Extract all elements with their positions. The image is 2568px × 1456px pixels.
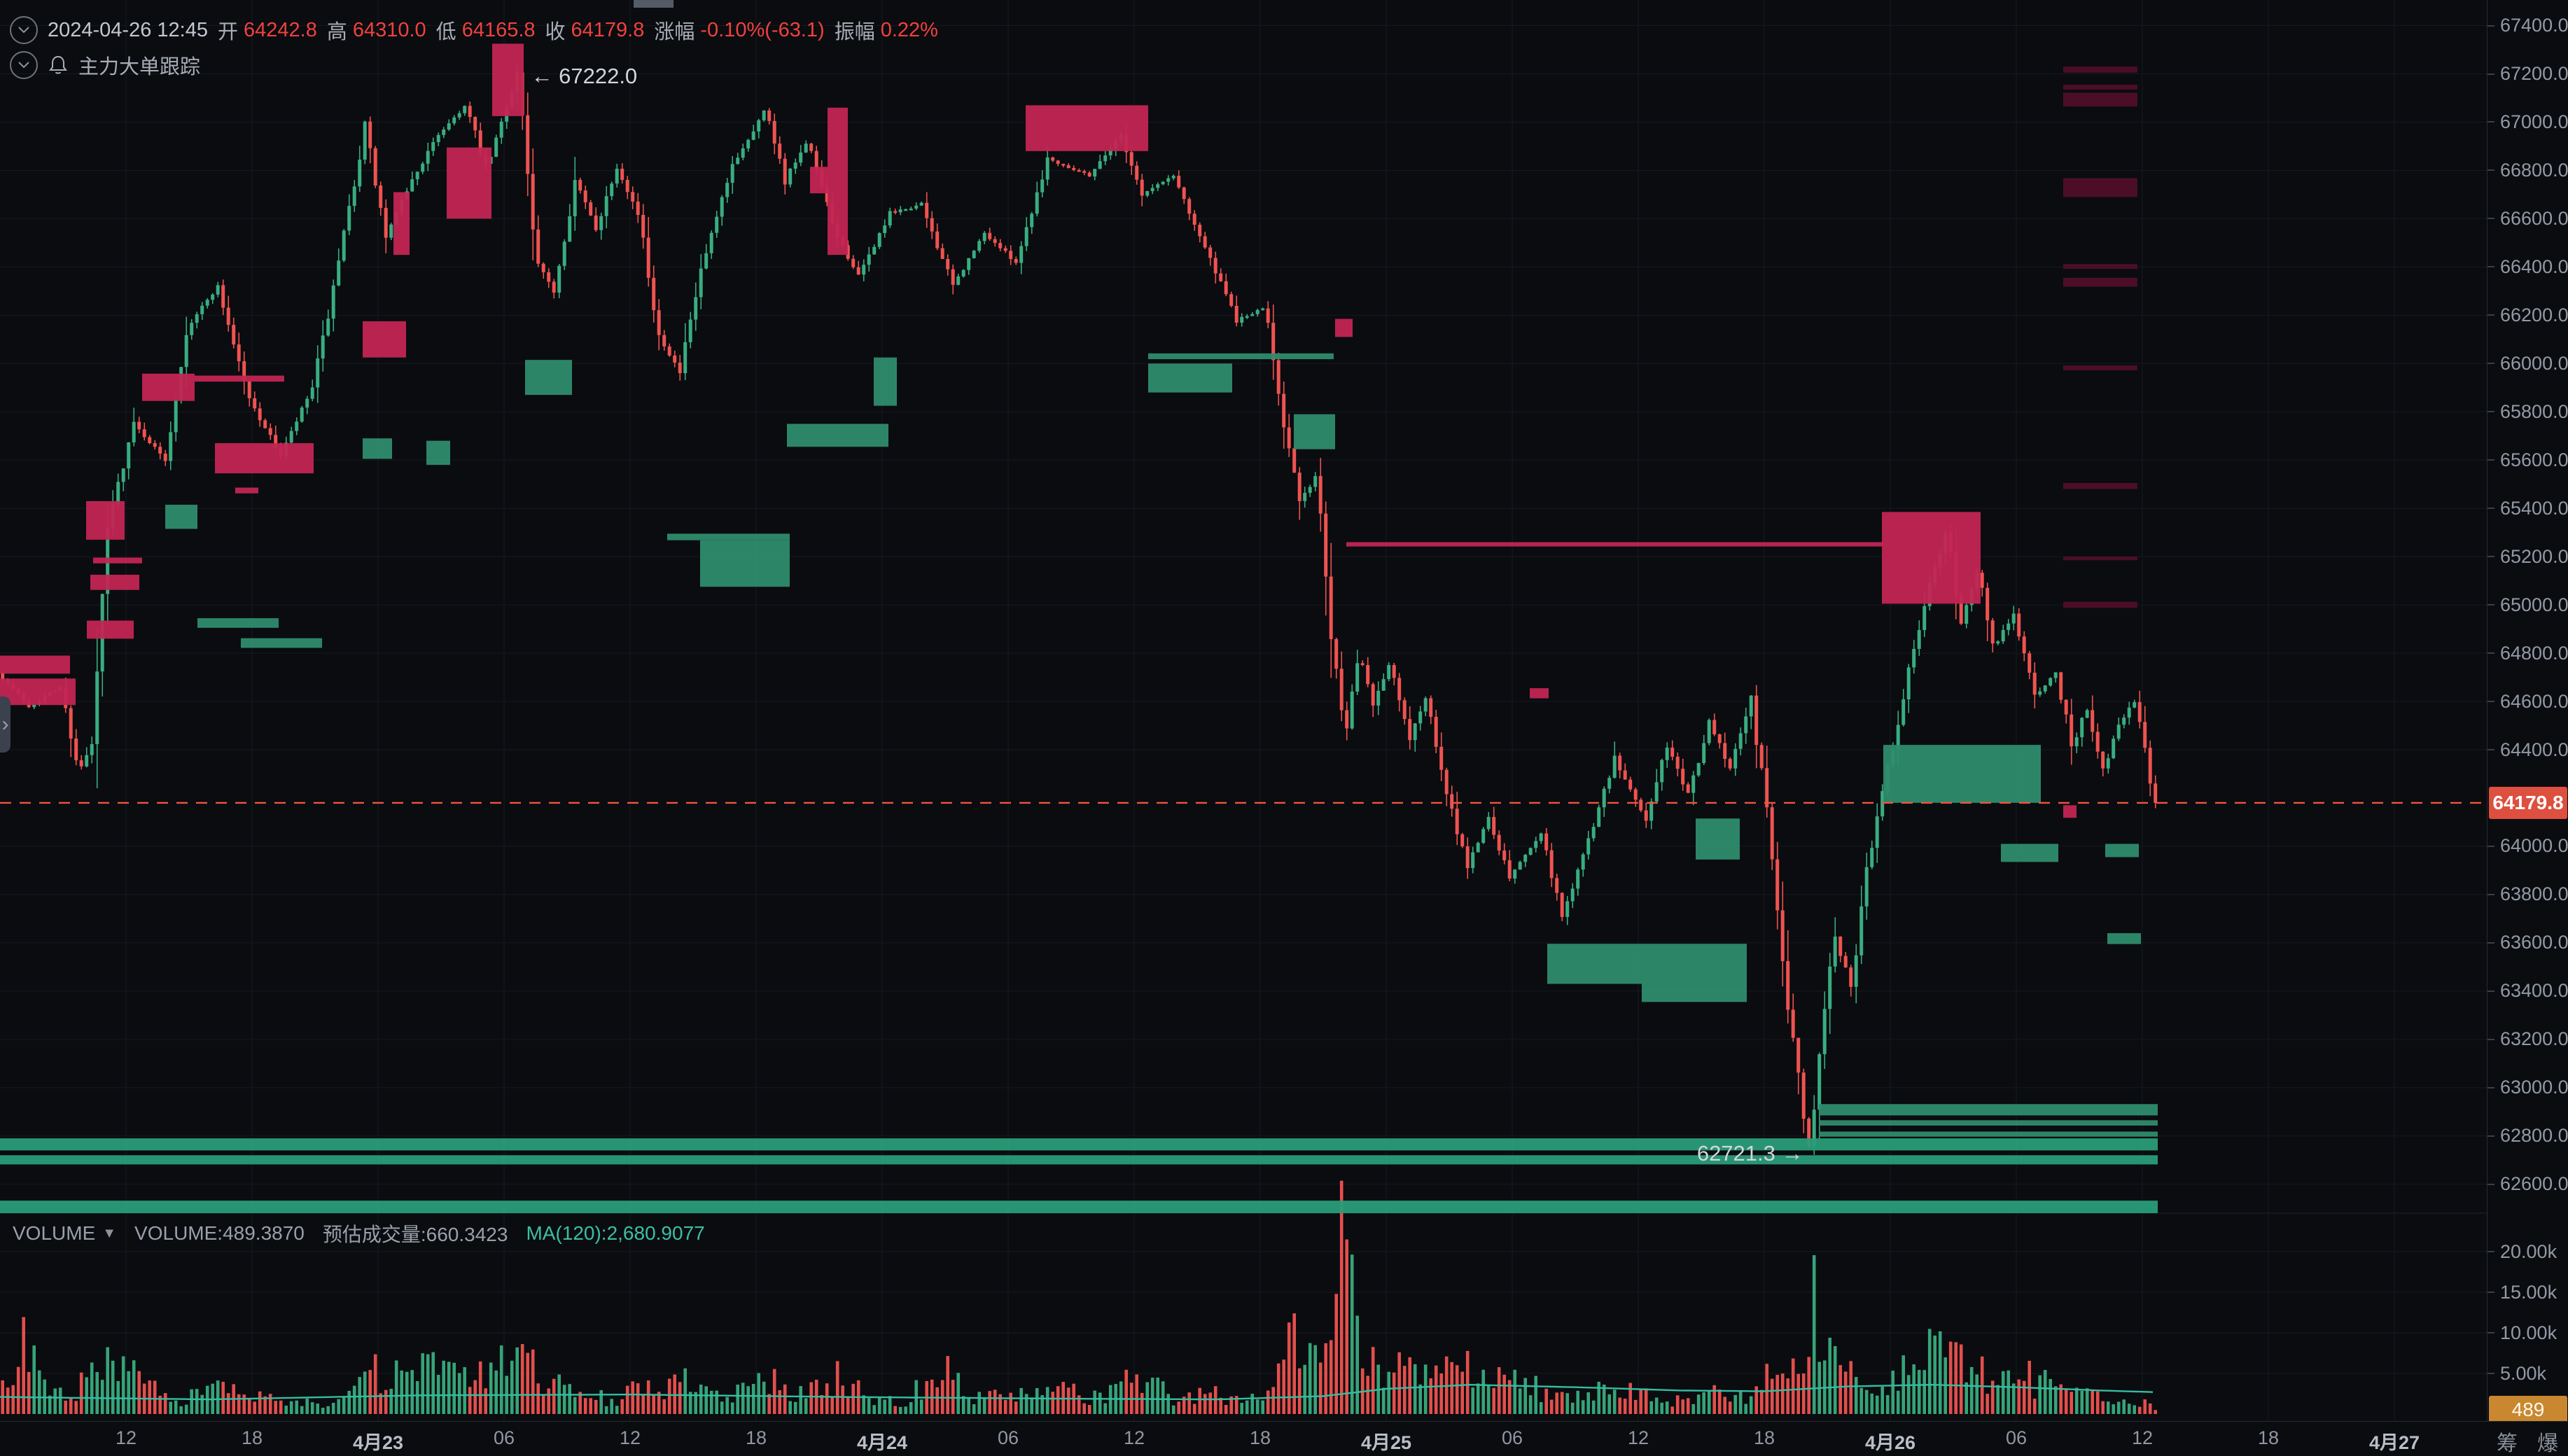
change-value: -0.10%(-63.1) — [700, 18, 825, 41]
indicator-name: 主力大单跟踪 — [78, 56, 201, 78]
change-label: 涨幅 — [654, 21, 695, 43]
axis-tick-label: 65000.0 — [2487, 594, 2568, 615]
time-tick-label: 12 — [2131, 1427, 2154, 1448]
axis-tick-label: 10.00k — [2487, 1322, 2568, 1343]
sidebar-expand-handle[interactable]: › — [0, 696, 11, 752]
time-tick-label: 06 — [997, 1427, 1019, 1448]
top-scrollbar-fragment — [634, 0, 674, 8]
datetime-label: 2024-04-26 12:45 — [48, 18, 208, 41]
current-price-badge: 64179.8 — [2489, 786, 2567, 819]
corner-buttons: 筹 爆 — [2497, 1426, 2558, 1456]
volume-indicator-dropdown[interactable]: VOLUME ▼ — [13, 1222, 116, 1245]
axis-tick-label: 63600.0 — [2487, 932, 2568, 953]
open-label: 开 — [217, 21, 238, 43]
candlestick-volume-chart[interactable] — [0, 0, 2487, 1456]
close-value: 64179.8 — [571, 18, 645, 41]
time-tick-label: 12 — [115, 1427, 137, 1448]
ohlc-header-row: 2024-04-26 12:45 开 64242.8 高 64310.0 低 6416… — [10, 15, 938, 45]
amplitude-label: 振幅 — [834, 21, 875, 43]
axis-tick-label: 63200.0 — [2487, 1028, 2568, 1050]
axis-tick-label: 20.00k — [2487, 1241, 2568, 1262]
high-value: 64310.0 — [352, 18, 426, 41]
axis-tick-label: 64000.0 — [2487, 835, 2568, 857]
axis-tick-label: 67000.0 — [2487, 111, 2568, 132]
axis-tick-label: 63000.0 — [2487, 1077, 2568, 1098]
axis-tick-label: 67200.0 — [2487, 63, 2568, 85]
axis-tick-label: 65800.0 — [2487, 401, 2568, 422]
axis-tick-label: 65400.0 — [2487, 498, 2568, 519]
high-price-annotation: ← 67222.0 — [531, 63, 638, 88]
burst-button[interactable]: 爆 — [2537, 1432, 2558, 1455]
volume-ma-value: MA(120):2,680.9077 — [526, 1222, 705, 1244]
collapse-chevron-icon[interactable] — [10, 51, 38, 79]
axis-tick-label: 67400.0 — [2487, 15, 2568, 36]
low-label: 低 — [435, 21, 456, 43]
time-tick-label: 06 — [1501, 1427, 1523, 1448]
price-axis[interactable]: 64179.8 489 67400.0 67200.0 67000.0 66800.0… — [2487, 0, 2568, 1456]
current-volume-badge: 489 — [2489, 1396, 2567, 1424]
axis-tick-label: 63800.0 — [2487, 883, 2568, 905]
collapse-chevron-icon[interactable] — [10, 16, 38, 44]
time-tick-label: 06 — [2005, 1427, 2028, 1448]
axis-tick-label: 64800.0 — [2487, 643, 2568, 664]
time-tick-label: 18 — [1753, 1427, 1775, 1448]
low-price-annotation: 62721.3 → — [1696, 1140, 1803, 1166]
time-tick-label: 4月27 — [2368, 1432, 2420, 1453]
volume-header-row: VOLUME ▼ VOLUME:489.3870 预估成交量:660.3423 … — [13, 1219, 705, 1247]
axis-tick-label: 66600.0 — [2487, 208, 2568, 229]
axis-tick-label: 64600.0 — [2487, 691, 2568, 712]
time-tick-label: 06 — [493, 1427, 515, 1448]
axis-tick-label: 66000.0 — [2487, 353, 2568, 374]
axis-tick-label: 66400.0 — [2487, 256, 2568, 277]
low-value: 64165.8 — [461, 18, 536, 41]
time-tick-label: 18 — [1249, 1427, 1271, 1448]
axis-tick-label: 66800.0 — [2487, 160, 2568, 181]
axis-tick-label: 63400.0 — [2487, 980, 2568, 1002]
axis-tick-label: 5.00k — [2487, 1363, 2568, 1384]
amplitude-value: 0.22% — [880, 18, 938, 41]
high-label: 高 — [326, 21, 347, 43]
time-tick-label: 18 — [2257, 1427, 2280, 1448]
axis-tick-label: 65200.0 — [2487, 546, 2568, 567]
time-tick-label: 18 — [745, 1427, 767, 1448]
axis-tick-label: 64400.0 — [2487, 739, 2568, 760]
volume-estimate-value: 预估成交量:660.3423 — [322, 1224, 508, 1245]
time-tick-label: 18 — [241, 1427, 263, 1448]
time-tick-label: 4月24 — [856, 1432, 908, 1453]
axis-tick-label: 62600.0 — [2487, 1173, 2568, 1195]
bell-icon[interactable] — [48, 55, 69, 76]
volume-indicator-label: VOLUME — [13, 1222, 96, 1244]
time-axis[interactable]: 筹 爆 12 18 4月23 06 12 18 4月24 06 12 18 4月25 06 12 18 4月… — [0, 1421, 2568, 1456]
axis-tick-label: 15.00k — [2487, 1282, 2568, 1303]
axis-tick-label: 62800.0 — [2487, 1125, 2568, 1147]
axis-tick-label: 65600.0 — [2487, 449, 2568, 470]
time-tick-label: 4月23 — [352, 1432, 404, 1453]
time-tick-label: 4月26 — [1864, 1432, 1916, 1453]
axis-tick-label: 66200.0 — [2487, 304, 2568, 326]
chips-button[interactable]: 筹 — [2497, 1432, 2518, 1455]
time-tick-label: 4月25 — [1360, 1432, 1412, 1453]
close-label: 收 — [545, 21, 566, 43]
chart-area[interactable]: 2024-04-26 12:45 开 64242.8 高 64310.0 低 6416… — [0, 0, 2487, 1456]
time-tick-label: 12 — [1627, 1427, 1649, 1448]
volume-value: VOLUME:489.3870 — [134, 1222, 305, 1244]
indicator-header-row: 主力大单跟踪 — [10, 50, 200, 80]
time-tick-label: 12 — [619, 1427, 641, 1448]
time-tick-label: 12 — [1123, 1427, 1145, 1448]
chevron-down-icon: ▼ — [102, 1225, 117, 1241]
open-value: 64242.8 — [244, 18, 317, 41]
